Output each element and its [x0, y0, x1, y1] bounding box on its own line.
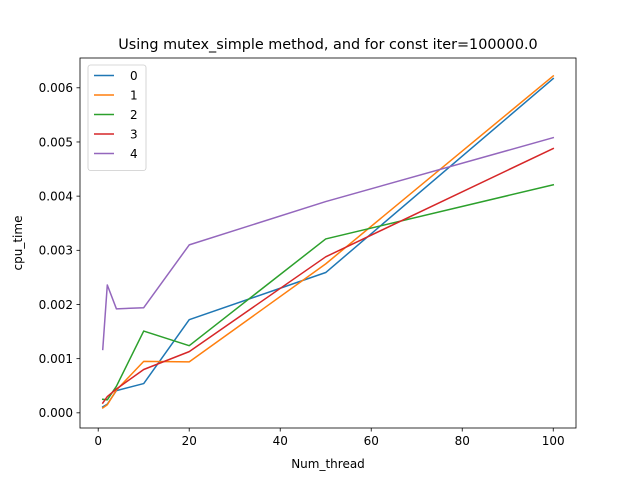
x-tick-label: 100 — [542, 434, 565, 448]
y-tick-label: 0.003 — [39, 244, 73, 258]
legend-label-0: 0 — [130, 69, 138, 83]
series-layer — [101, 74, 555, 410]
x-tick-label: 20 — [182, 434, 197, 448]
series-line-3 — [101, 147, 555, 405]
x-tick-label: 60 — [364, 434, 379, 448]
y-axis-label: cpu_time — [11, 216, 25, 271]
plot-frame — [79, 57, 577, 429]
legend-box — [87, 64, 147, 171]
y-tick-label: 0.005 — [39, 135, 73, 149]
legend-label-3: 3 — [130, 127, 138, 141]
legend-label-1: 1 — [130, 88, 138, 102]
axes-layer: 0 20 40 60 80 100 0.000 0.001 0.002 0.003 0.004 0.0… — [39, 81, 565, 448]
series-line-2 — [101, 183, 555, 401]
y-tick-label: 0.006 — [39, 81, 73, 95]
series-line-4 — [101, 136, 555, 351]
legend: 0 1 2 3 4 — [87, 64, 147, 171]
legend-label-2: 2 — [130, 108, 138, 122]
series-line-1 — [101, 74, 555, 410]
y-tick-label: 0.001 — [39, 352, 73, 366]
chart-title: Using mutex_simple method, and for const… — [118, 37, 537, 53]
y-tick-label: 0.004 — [39, 189, 73, 203]
x-tick-label: 80 — [455, 434, 470, 448]
x-tick-label: 40 — [273, 434, 288, 448]
y-tick-label: 0.002 — [39, 298, 73, 312]
y-tick-label: 0.000 — [39, 406, 73, 420]
legend-label-4: 4 — [130, 147, 138, 161]
x-tick-label: 0 — [94, 434, 102, 448]
plot-area — [80, 58, 576, 428]
x-axis-label: Num_thread — [291, 457, 365, 471]
